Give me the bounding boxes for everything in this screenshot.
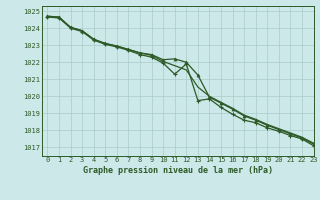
X-axis label: Graphe pression niveau de la mer (hPa): Graphe pression niveau de la mer (hPa) [83, 166, 273, 175]
